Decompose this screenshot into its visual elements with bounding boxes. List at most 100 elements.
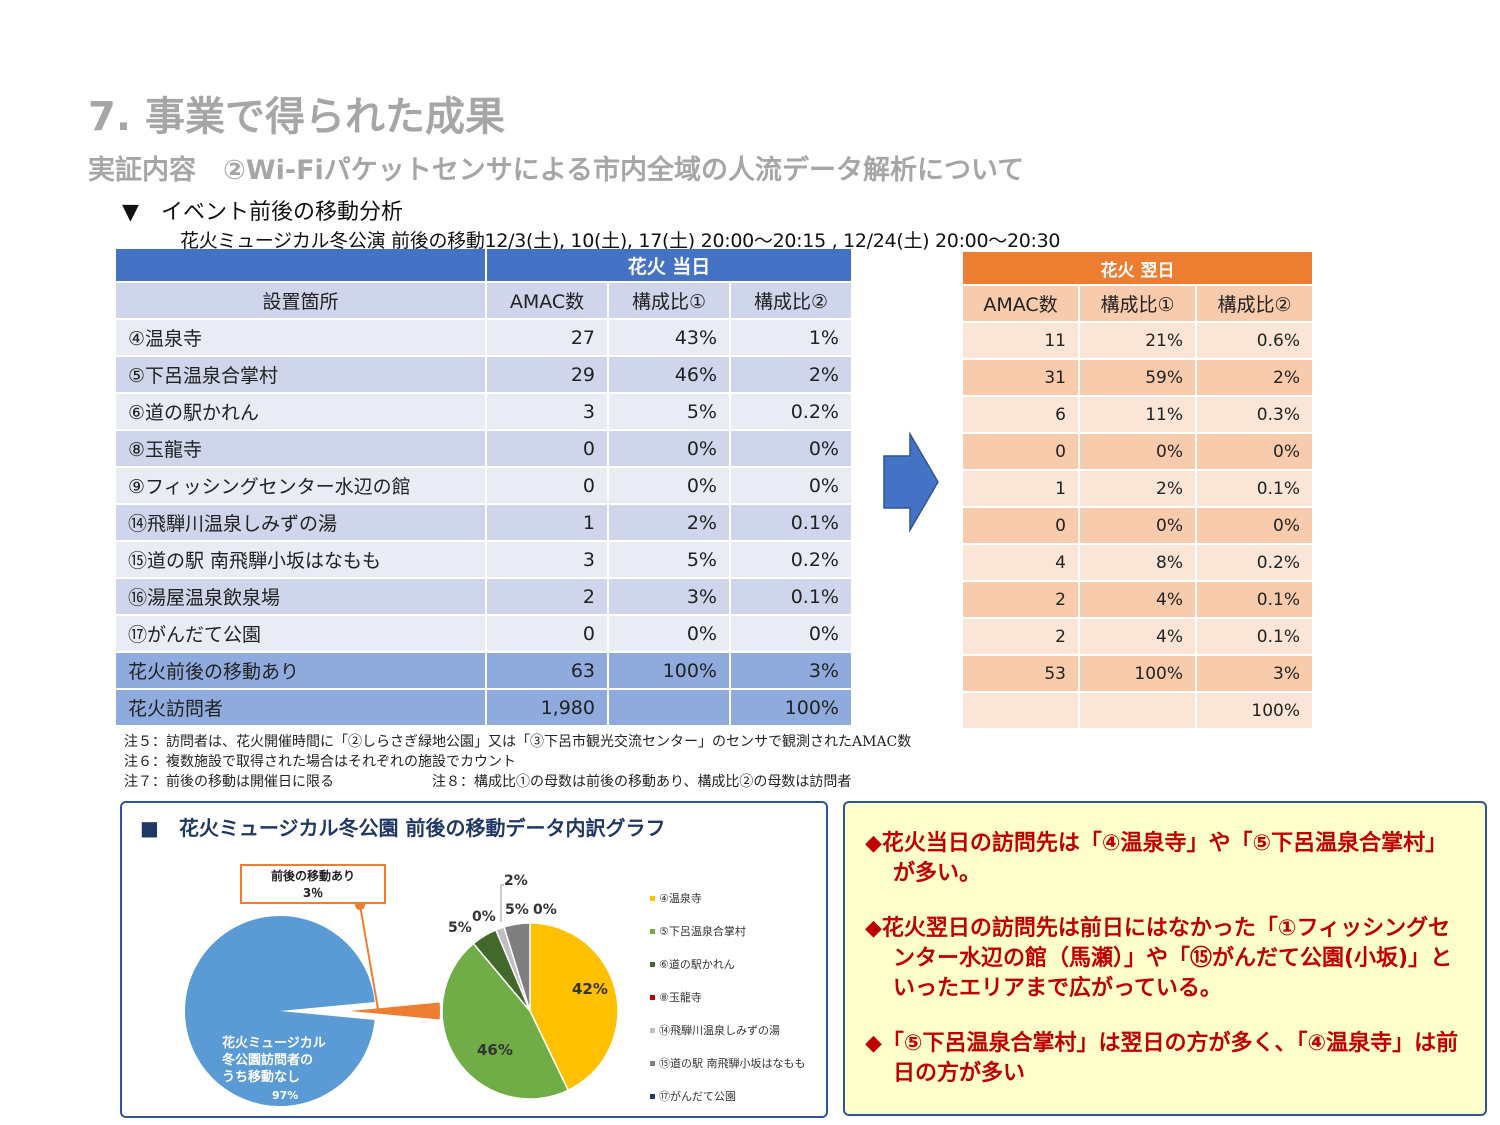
summary-point: ◆花火当日の訪問先は「④温泉寺」や「⑤下呂温泉合掌村」が多い。 xyxy=(865,831,1448,886)
pie-data-label: 2% xyxy=(504,873,528,889)
table-cell: 花火前後の移動あり xyxy=(116,653,485,688)
table-cell: ⑯湯屋温泉飲泉場 xyxy=(116,579,485,614)
table-cell: 4% xyxy=(1080,582,1195,617)
table-cell: 0.1% xyxy=(1197,582,1312,617)
table-cell: 11 xyxy=(963,323,1078,358)
table-row: 0 0% 0% xyxy=(963,508,1312,543)
table-row: 0 0% 0% xyxy=(963,434,1312,469)
legend-swatch xyxy=(650,1094,655,1099)
pie-data-label: 5% xyxy=(448,920,472,936)
main-pie-label: うち移動なし xyxy=(222,1069,300,1085)
table-cell: 3% xyxy=(1197,656,1312,691)
table-cell: ⑤下呂温泉合掌村 xyxy=(116,357,485,392)
table-cell: 31 xyxy=(963,360,1078,395)
pie-slice-no-movement xyxy=(185,916,375,1106)
table-cell: 0% xyxy=(609,616,729,651)
table-cell: 11% xyxy=(1080,397,1195,432)
table-cell: ⑨フィッシングセンター水辺の館 xyxy=(116,468,485,503)
table-cell: 2 xyxy=(963,619,1078,654)
table-row: ⑤下呂温泉合掌村 29 46% 2% xyxy=(116,357,851,392)
table-cell: 2% xyxy=(609,505,729,540)
callout-box xyxy=(240,864,386,904)
callout-label: 前後の移動あり xyxy=(271,868,355,883)
table-cell: 0 xyxy=(487,431,607,466)
table-row: 53 100% 3% xyxy=(963,656,1312,691)
callout-value: 3％ xyxy=(303,886,323,900)
table-cell: 21% xyxy=(1080,323,1195,358)
callout-leader xyxy=(359,904,379,1010)
main-pie-value: 97% xyxy=(272,1089,298,1102)
table-row: 100% xyxy=(963,693,1312,728)
table-cell: 1 xyxy=(963,471,1078,506)
table-cell: 1% xyxy=(731,320,851,355)
table-cell: 1 xyxy=(487,505,607,540)
table-cell: 100% xyxy=(1080,656,1195,691)
table-cell: 5% xyxy=(609,542,729,577)
table-row: ⑭飛騨川温泉しみずの湯 1 2% 0.1% xyxy=(116,505,851,540)
table-cell: 3 xyxy=(487,542,607,577)
table-row: ⑯湯屋温泉飲泉場 2 3% 0.1% xyxy=(116,579,851,614)
table-cell: 63 xyxy=(487,653,607,688)
pie-slice-movement xyxy=(350,1002,440,1020)
table-cell: 100% xyxy=(731,690,851,725)
table-cell: 0.6% xyxy=(1197,323,1312,358)
chart-title: ■ 花火ミュージカル冬公園 前後の移動データ内訳グラフ xyxy=(140,816,666,840)
table-cell: 0.1% xyxy=(731,579,851,614)
table-row: ④温泉寺 27 43% 1% xyxy=(116,320,851,355)
table-cell: 0.1% xyxy=(1197,471,1312,506)
section-heading-text: イベント前後の移動分析 xyxy=(160,200,403,225)
table-cell: 4 xyxy=(963,545,1078,580)
pie-data-label: 5% xyxy=(505,902,529,918)
legend-entry: ④温泉寺 xyxy=(659,891,702,905)
table-cell xyxy=(609,690,729,725)
table-row: 1 2% 0.1% xyxy=(963,471,1312,506)
table-cell: 0.1% xyxy=(1197,619,1312,654)
legend-entry: ⑥道の駅かれん xyxy=(659,957,735,971)
table-cell: 0% xyxy=(1080,508,1195,543)
table-cell: 2 xyxy=(487,579,607,614)
legend-entry: ⑭飛騨川温泉しみずの湯 xyxy=(659,1023,780,1037)
group-header: 花火 翌日 xyxy=(963,252,1312,284)
table-row: 4 8% 0.2% xyxy=(963,545,1312,580)
table-cell: 花火訪問者 xyxy=(116,690,485,725)
table-cell: 3% xyxy=(731,653,851,688)
table-cell: 6 xyxy=(963,397,1078,432)
legend-swatch xyxy=(650,995,655,1000)
pie-slice xyxy=(529,922,619,1092)
table-row: 31 59% 2% xyxy=(963,360,1312,395)
legend-entry: ⑰がんだて公園 xyxy=(659,1089,736,1103)
table-cell: 53 xyxy=(963,656,1078,691)
legend-swatch xyxy=(650,1061,655,1066)
table-cell: ⑰がんだて公園 xyxy=(116,616,485,651)
pie-data-label: 42% xyxy=(572,980,608,998)
table-cell: ⑮道の駅 南飛騨小坂はなもも xyxy=(116,542,485,577)
table-cell: 59% xyxy=(1080,360,1195,395)
table-cell: 2 xyxy=(963,582,1078,617)
table-row: 2 4% 0.1% xyxy=(963,619,1312,654)
table-cell: 0% xyxy=(609,468,729,503)
legend-swatch xyxy=(650,962,655,967)
table-cell: 3 xyxy=(487,394,607,429)
table-cell: 0 xyxy=(963,508,1078,543)
table-cell: 1,980 xyxy=(487,690,607,725)
summary-point: ◆「⑤下呂温泉合掌村」は翌日の方が多く、「④温泉寺」は前日の方が多い xyxy=(865,1031,1459,1086)
table-cell: 5% xyxy=(609,394,729,429)
note: 注７：前後の移動は開催日に限る 注８：構成比①の母数は前後の移動あり、構成比②の… xyxy=(124,774,852,790)
table-cell: ⑭飛騨川温泉しみずの湯 xyxy=(116,505,485,540)
table-cell: 2% xyxy=(1197,360,1312,395)
table-cell: ⑥道の駅かれん xyxy=(116,394,485,429)
table-row: ⑥道の駅かれん 3 5% 0.2% xyxy=(116,394,851,429)
legend-swatch xyxy=(650,929,655,934)
table-cell: 0% xyxy=(1197,508,1312,543)
table-cell: 0.2% xyxy=(731,394,851,429)
table-cell: 0% xyxy=(609,431,729,466)
table-row: ⑰がんだて公園 0 0% 0% xyxy=(116,616,851,651)
column-header: 構成比② xyxy=(731,283,851,318)
pie-data-label: 0% xyxy=(472,909,496,925)
table-cell: 0% xyxy=(1080,434,1195,469)
note: 注６：複数施設で取得された場合はそれぞれの施設でカウント xyxy=(124,754,516,770)
table-cell: 0.2% xyxy=(731,542,851,577)
chart-panel xyxy=(120,801,828,1118)
table-cell: 0% xyxy=(1197,434,1312,469)
